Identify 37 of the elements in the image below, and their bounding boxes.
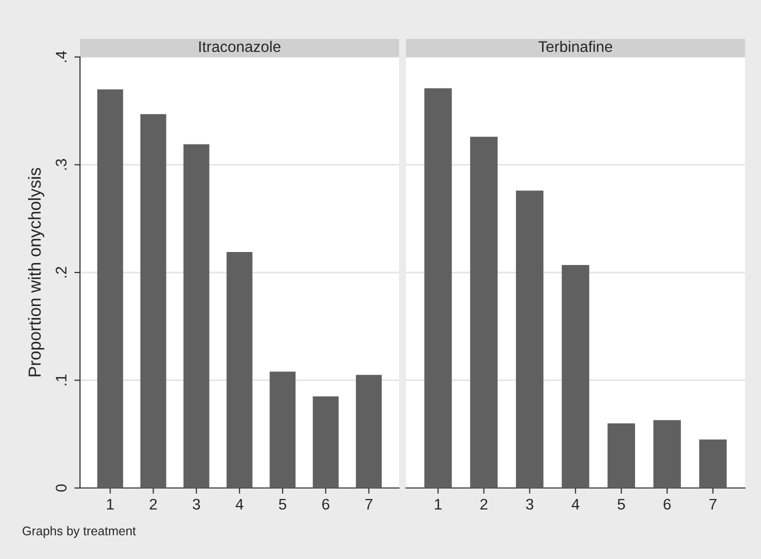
bar [270,372,296,488]
y-tick-label: .1 [56,374,66,386]
x-tick-label: 7 [709,498,716,510]
bar [97,89,124,488]
bar [699,440,727,488]
bar [312,396,339,488]
x-tick-label: 4 [236,498,244,510]
bar [562,264,590,488]
y-tick-label: .3 [56,159,67,170]
x-tick-label: 2 [150,498,157,510]
y-tick-label: .2 [56,266,66,278]
x-tick-label: 3 [526,498,534,510]
x-tick-label: 1 [107,498,114,510]
chart-title: Itraconazole [199,40,280,52]
bar [608,423,636,488]
bar [516,190,544,488]
x-tick-label: 1 [434,498,442,510]
x-tick-label: 6 [664,498,671,510]
y-axis-title: Proportion with onycholysis [28,168,44,376]
bar [424,88,452,488]
y-tick-label: 0 [56,484,67,492]
x-tick-label: 7 [365,498,372,510]
y-tick-label: .4 [56,51,66,62]
x-tick-label: 5 [618,498,625,510]
bar [470,136,498,488]
bar [140,114,166,488]
x-tick-label: 5 [278,498,286,510]
chart-title: Terbinafine [538,40,612,52]
x-tick-label: 6 [322,498,330,510]
bar [653,420,681,488]
bar [226,252,252,488]
x-tick-label: 2 [480,498,488,510]
text: Graphs by treatment [22,526,136,538]
bar [183,144,210,488]
x-tick-label: 3 [192,498,200,510]
x-tick-label: 4 [572,498,580,510]
bar [356,374,382,488]
